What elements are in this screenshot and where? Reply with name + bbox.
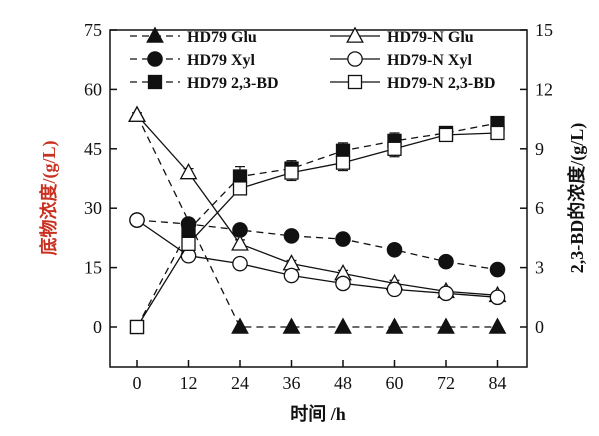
x-tick-label: 84 (489, 373, 507, 393)
data-point (232, 181, 248, 196)
right-tick-label: 12 (535, 79, 553, 99)
legend-label: HD79 2,3-BD (187, 75, 279, 92)
legend-label: HD79-N 2,3-BD (387, 75, 495, 92)
series-hd79-2-3-bd (129, 115, 505, 335)
legend: HD79 Glu HD79-N Glu HD79 Xyl HD79-N Xyl HD79… (130, 26, 495, 92)
legend-label: HD79-N Xyl (387, 52, 472, 69)
data-point (335, 275, 351, 292)
data-point (385, 317, 404, 334)
left-tick-label: 60 (84, 79, 102, 99)
legend-marker (146, 26, 164, 43)
x-tick-label: 72 (437, 373, 455, 393)
series-line (136, 114, 498, 296)
legend-marker (147, 51, 163, 67)
right-tick-label: 6 (535, 198, 544, 218)
data-point (386, 241, 403, 258)
legend-label: HD79 Xyl (187, 52, 256, 69)
legend-item: HD79 Xyl (130, 51, 256, 69)
legend-item: HD79-N Xyl (330, 51, 472, 69)
data-point (488, 317, 507, 334)
data-point (179, 163, 198, 180)
data-point (386, 281, 403, 298)
legend-item: HD79-N Glu (330, 26, 474, 46)
x-tick-label: 36 (283, 373, 301, 393)
legend-label: HD79 Glu (187, 29, 257, 46)
data-point (437, 317, 455, 334)
data-point (489, 261, 506, 278)
data-point (282, 317, 301, 334)
data-point (129, 319, 145, 335)
left-tick-label: 75 (84, 20, 102, 40)
data-point (489, 289, 506, 306)
data-point (335, 231, 351, 247)
data-point (335, 155, 351, 170)
data-point (387, 141, 402, 156)
x-tick-label: 12 (180, 373, 198, 393)
series-hd79-n-2-3-bd (129, 125, 505, 335)
legend-marker (347, 51, 363, 67)
legend-item: HD79 2,3-BD (130, 74, 279, 92)
legend-marker (346, 26, 364, 43)
data-point (490, 125, 505, 141)
y-axis-left-label: 底物浓度/(g/L) (38, 140, 60, 255)
right-tick-label: 0 (535, 317, 544, 337)
legend-item: HD79 Glu (130, 26, 257, 46)
data-point (334, 317, 352, 334)
data-point (283, 267, 300, 284)
data-point (232, 255, 248, 272)
data-point (283, 228, 300, 244)
x-axis-label: 时间 /h (290, 404, 346, 424)
data-point (438, 253, 454, 270)
series-line (136, 132, 498, 328)
left-tick-label: 0 (93, 317, 102, 337)
legend-marker (347, 74, 363, 90)
legend-item: HD79-N 2,3-BD (330, 74, 495, 92)
data-point (231, 234, 249, 251)
left-tick-label: 30 (84, 198, 102, 218)
left-tick-label: 15 (84, 258, 102, 278)
x-tick-label: 60 (386, 373, 404, 393)
right-tick-label: 3 (535, 258, 544, 278)
y-axis-right-label: 2,3-BD的浓度/(g/L) (566, 123, 588, 274)
x-tick-label: 48 (334, 373, 352, 393)
data-point (181, 236, 196, 251)
data-point (129, 212, 145, 228)
series-hd79-n-xyl (129, 212, 506, 306)
series-line (136, 219, 498, 271)
data-point (232, 169, 248, 184)
data-point (438, 285, 454, 302)
data-point (181, 222, 196, 238)
data-point (128, 105, 146, 122)
legend-marker (147, 74, 163, 90)
data-point (282, 254, 301, 271)
x-tick-label: 0 (133, 373, 142, 393)
data-point (438, 127, 454, 143)
left-tick-label: 45 (84, 139, 102, 159)
right-tick-label: 9 (535, 139, 544, 159)
series-line (136, 219, 498, 298)
plot-frame (109, 29, 528, 368)
data-point (231, 317, 249, 334)
left-axis-ticks: 0 15 30 45 60 75 (84, 20, 117, 337)
right-axis-ticks: 0 3 6 9 12 15 (520, 20, 553, 337)
data-point (284, 165, 299, 180)
series-layer (128, 105, 507, 335)
x-tick-label: 24 (231, 373, 249, 393)
series-line (136, 122, 498, 328)
x-axis-ticks: 0 12 24 36 48 60 72 84 (133, 360, 507, 393)
right-tick-label: 15 (535, 20, 553, 40)
legend-label: HD79-N Glu (387, 29, 474, 46)
